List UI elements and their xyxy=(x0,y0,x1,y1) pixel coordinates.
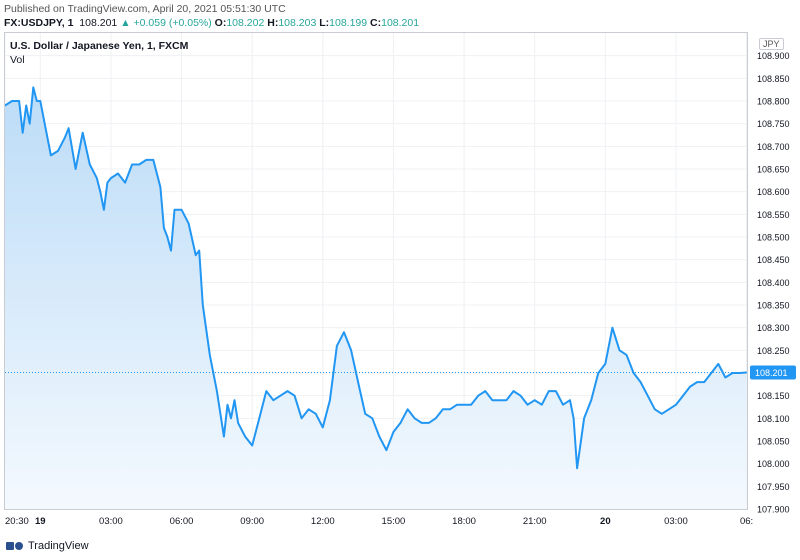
x-tick-label: 15:00 xyxy=(382,516,406,527)
high-value: 108.203 xyxy=(278,17,317,29)
y-tick-label: 108.050 xyxy=(757,437,790,447)
y-tick-label: 108.650 xyxy=(757,165,790,175)
x-tick-label: 19 xyxy=(35,516,46,527)
x-tick-label: 06:00 xyxy=(170,516,194,527)
y-tick-label: 108.150 xyxy=(757,391,790,401)
x-tick-label: 03:00 xyxy=(99,516,123,527)
close-label: C: xyxy=(370,17,382,29)
last-price: 108.201 xyxy=(79,17,118,29)
y-tick-label: 108.500 xyxy=(757,233,790,243)
y-tick-label: 108.900 xyxy=(757,51,790,61)
y-tick-label: 108.800 xyxy=(757,97,790,107)
y-tick-label: 108.850 xyxy=(757,74,790,84)
y-tick-label: 108.400 xyxy=(757,278,790,288)
open-label: O: xyxy=(214,17,227,29)
published-info: Published on TradingView.com, April 20, … xyxy=(4,3,286,15)
y-tick-label: 108.700 xyxy=(757,142,790,152)
tradingview-logo-icon xyxy=(6,540,24,552)
x-tick-label: 18:00 xyxy=(452,516,476,527)
y-tick-label: 108.250 xyxy=(757,346,790,356)
x-tick-label: 06: xyxy=(740,516,753,527)
close-value: 108.201 xyxy=(381,17,420,29)
x-tick-label: 21:00 xyxy=(523,516,547,527)
x-tick-label: 09:00 xyxy=(240,516,264,527)
brand-label: TradingView xyxy=(28,540,89,552)
y-tick-label: 108.750 xyxy=(757,119,790,129)
x-tick-label: 03:00 xyxy=(664,516,688,527)
chart-frame xyxy=(4,32,748,510)
y-tick-label: 108.550 xyxy=(757,210,790,220)
change-arrow: ▲ xyxy=(120,17,131,29)
tradingview-brand: TradingView xyxy=(6,540,89,552)
high-label: H: xyxy=(267,17,279,29)
last-price-tag-label: 108.201 xyxy=(755,368,788,378)
volume-legend: Vol xyxy=(10,54,25,66)
symbol-label: FX:USDJPY, 1 xyxy=(4,17,74,29)
x-tick-label: 20 xyxy=(600,516,611,527)
low-value: 108.199 xyxy=(329,17,368,29)
symbol-quote-line: FX:USDJPY, 1 108.201 ▲ +0.059 (+0.05%) O… xyxy=(4,17,419,29)
currency-badge[interactable]: JPY xyxy=(759,38,784,50)
open-value: 108.202 xyxy=(226,17,265,29)
y-tick-label: 108.600 xyxy=(757,187,790,197)
price-chart: 108.900 108.850 108.800 108.750 108.700 108.6… xyxy=(4,33,796,527)
change-value: +0.059 (+0.05%) xyxy=(133,17,212,29)
last-price-tag xyxy=(750,365,796,380)
y-tick-label: 107.900 xyxy=(757,505,790,515)
price-line xyxy=(4,86,747,470)
y-tick-label: 108.100 xyxy=(757,414,790,424)
y-tick-label: 108.000 xyxy=(757,459,790,469)
y-tick-label: 107.950 xyxy=(757,482,790,492)
x-tick-label: 20:30 xyxy=(5,516,29,527)
y-tick-label: 108.450 xyxy=(757,255,790,265)
chart-legend-title: U.S. Dollar / Japanese Yen, 1, FXCM xyxy=(10,40,189,52)
x-tick-label: 12:00 xyxy=(311,516,335,527)
price-area xyxy=(5,87,747,510)
low-label: L: xyxy=(319,17,330,29)
y-tick-label: 108.350 xyxy=(757,301,790,311)
y-tick-label: 108.300 xyxy=(757,323,790,333)
